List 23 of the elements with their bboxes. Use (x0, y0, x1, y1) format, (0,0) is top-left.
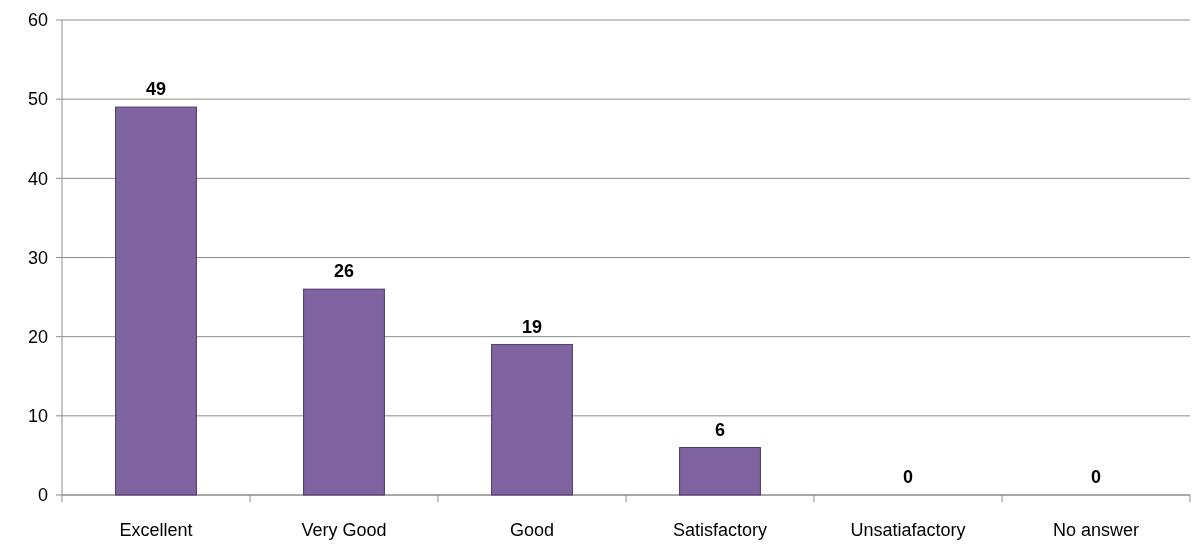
bar (491, 344, 573, 496)
x-tick-label: Unsatiafactory (850, 520, 966, 540)
bar (115, 106, 197, 496)
y-tick-label: 60 (27, 10, 48, 31)
data-label: 19 (521, 316, 543, 337)
bar (679, 447, 761, 496)
data-label: 0 (902, 467, 914, 487)
bar (303, 288, 385, 496)
x-tick-label: No answer (1052, 520, 1140, 540)
y-tick-label: 0 (37, 485, 48, 506)
x-tick-label: Satisfactory (672, 520, 768, 540)
y-tick-label: 40 (27, 168, 48, 189)
data-label: 0 (1090, 467, 1102, 487)
data-label: 26 (333, 261, 355, 282)
y-tick-label: 10 (27, 406, 48, 427)
data-label: 49 (145, 79, 167, 100)
y-tick-label: 30 (27, 247, 48, 268)
x-tick-label: Good (509, 520, 555, 540)
y-tick-label: 50 (27, 89, 48, 110)
data-label: 6 (714, 419, 726, 440)
x-tick-label: Very Good (301, 520, 387, 540)
y-tick-label: 20 (27, 326, 48, 347)
x-tick-label: Excellent (119, 520, 193, 540)
